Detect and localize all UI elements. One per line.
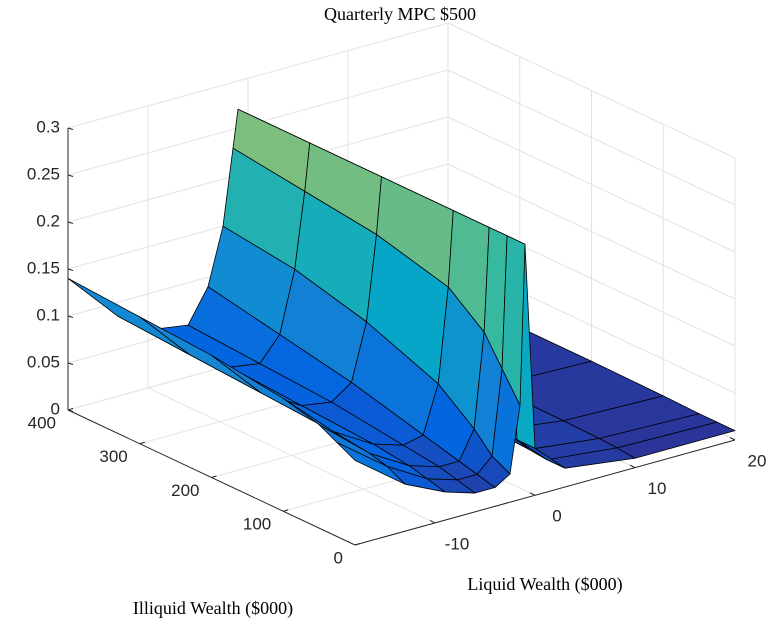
x-tick-label: -10 <box>445 534 470 553</box>
tick-mark <box>67 174 74 177</box>
tick-mark <box>67 221 74 224</box>
z-tick-label: 0.05 <box>27 352 60 371</box>
z-tick-label: 0.1 <box>36 305 60 324</box>
x-axis-label: Liquid Wealth ($000) <box>467 574 622 595</box>
z-tick-label: 0.2 <box>36 211 60 230</box>
z-tick-label: 0.25 <box>27 164 60 183</box>
y-tick-label: 0 <box>334 548 343 567</box>
tick-mark <box>67 362 74 365</box>
tick-mark <box>429 519 436 524</box>
tick-mark <box>354 543 361 546</box>
x-tick-label: 20 <box>748 451 767 470</box>
z-tick-label: 0.15 <box>27 258 60 277</box>
grid-line <box>67 22 449 129</box>
tick-mark <box>67 315 74 318</box>
y-axis-label: Illiquid Wealth ($000) <box>133 598 293 619</box>
y-tick-label: 400 <box>28 413 56 432</box>
z-tick-label: 0 <box>51 399 60 418</box>
surface-patch <box>67 277 191 356</box>
tick-mark <box>729 437 736 441</box>
tick-mark <box>211 475 217 478</box>
tick-mark <box>283 509 289 512</box>
tick-mark <box>67 268 74 271</box>
surface-patch <box>336 442 406 485</box>
x-axis <box>354 439 736 546</box>
x-tick-label: 0 <box>552 507 561 526</box>
y-tick-label: 300 <box>99 447 127 466</box>
tick-mark <box>67 127 74 130</box>
tick-mark <box>139 441 145 445</box>
tick-mark <box>67 408 74 411</box>
x-tick-label: 10 <box>648 479 667 498</box>
y-tick-label: 100 <box>243 515 271 534</box>
y-tick-label: 200 <box>171 481 199 500</box>
chart-title: Quarterly MPC $500 <box>324 4 476 24</box>
z-tick-label: 0.3 <box>36 117 60 136</box>
tick-mark <box>529 492 536 496</box>
tick-mark <box>629 464 636 469</box>
